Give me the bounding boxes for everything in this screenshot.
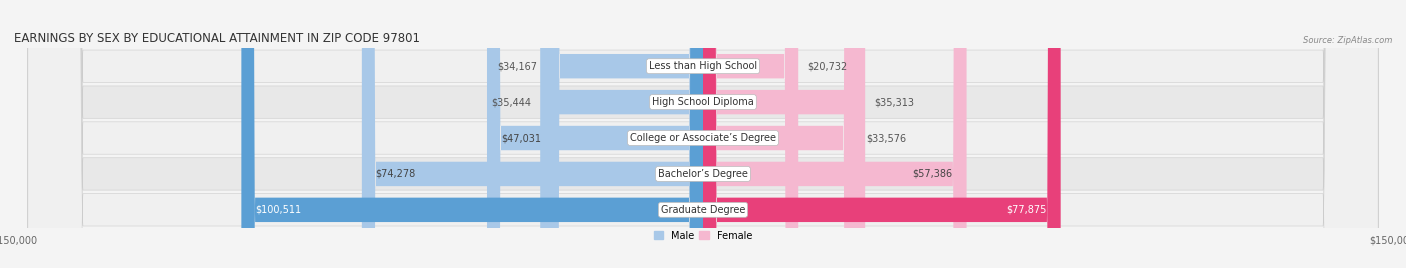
FancyBboxPatch shape	[703, 0, 966, 268]
Text: $77,875: $77,875	[1007, 205, 1047, 215]
FancyBboxPatch shape	[28, 0, 1378, 268]
Text: $57,386: $57,386	[912, 169, 953, 179]
Text: High School Diploma: High School Diploma	[652, 97, 754, 107]
Text: $35,444: $35,444	[491, 97, 531, 107]
FancyBboxPatch shape	[703, 0, 865, 268]
Text: College or Associate’s Degree: College or Associate’s Degree	[630, 133, 776, 143]
FancyBboxPatch shape	[540, 0, 703, 268]
FancyBboxPatch shape	[242, 0, 703, 268]
FancyBboxPatch shape	[486, 0, 703, 268]
FancyBboxPatch shape	[361, 0, 703, 268]
Text: Source: ZipAtlas.com: Source: ZipAtlas.com	[1302, 36, 1392, 45]
Text: $33,576: $33,576	[866, 133, 907, 143]
Text: $100,511: $100,511	[254, 205, 301, 215]
FancyBboxPatch shape	[703, 0, 1060, 268]
FancyBboxPatch shape	[28, 0, 1378, 268]
FancyBboxPatch shape	[703, 0, 799, 268]
Text: $35,313: $35,313	[875, 97, 914, 107]
Legend: Male, Female: Male, Female	[650, 227, 756, 244]
FancyBboxPatch shape	[546, 0, 703, 268]
Text: Graduate Degree: Graduate Degree	[661, 205, 745, 215]
FancyBboxPatch shape	[28, 0, 1378, 268]
Text: EARNINGS BY SEX BY EDUCATIONAL ATTAINMENT IN ZIP CODE 97801: EARNINGS BY SEX BY EDUCATIONAL ATTAINMEN…	[14, 32, 420, 45]
FancyBboxPatch shape	[703, 0, 858, 268]
Text: $47,031: $47,031	[501, 133, 541, 143]
Text: $20,732: $20,732	[807, 61, 848, 71]
FancyBboxPatch shape	[28, 0, 1378, 268]
FancyBboxPatch shape	[28, 0, 1378, 268]
Text: $34,167: $34,167	[496, 61, 537, 71]
Text: $74,278: $74,278	[375, 169, 416, 179]
Text: Bachelor’s Degree: Bachelor’s Degree	[658, 169, 748, 179]
Text: Less than High School: Less than High School	[650, 61, 756, 71]
